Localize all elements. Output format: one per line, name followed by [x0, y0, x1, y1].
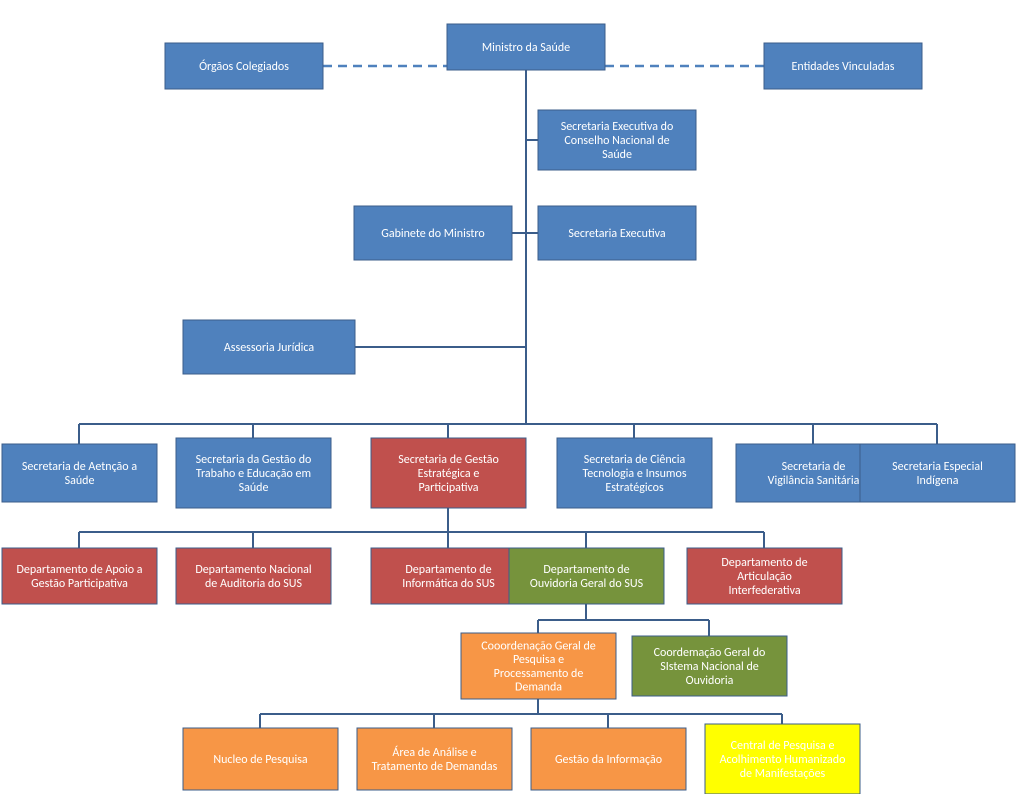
node-departic: Departamento deArticulaçãoInterfederativ…: [687, 548, 842, 604]
node-label: Gabinete do Ministro: [381, 227, 484, 241]
node-secespind: Secretaria EspecialIndígena: [860, 444, 1015, 502]
node-label: Ministro da Saúde: [482, 41, 570, 55]
node-label: Departamento deOuvidoria Geral do SUS: [530, 563, 644, 591]
node-secexconsn: Secretaria Executiva doConselho Nacional…: [538, 110, 696, 170]
node-label: Assessoria Jurídica: [224, 341, 315, 355]
org-chart: Ministro da Saúde Órgãos Colegiados Entida…: [0, 0, 1024, 794]
node-ministro: Ministro da Saúde: [447, 24, 605, 70]
node-cgouvid: Coordemação Geral doSIstema Nacional deO…: [632, 636, 787, 696]
node-cgpesq: Cooordenação Geral dePesquisa eProcessam…: [461, 633, 616, 699]
node-depapoio: Departamento de Apoio aGestão Participat…: [2, 548, 157, 604]
node-gabinete: Gabinete do Ministro: [354, 206, 512, 260]
node-areaanal: Área de Análise eTratamento de Demandas: [357, 728, 512, 790]
node-label: Departamento deInformática do SUS: [402, 563, 495, 591]
node-orgcoleg: Órgãos Colegiados: [165, 43, 323, 89]
node-secexec: Secretaria Executiva: [538, 206, 696, 260]
node-depinfo: Departamento deInformática do SUS: [371, 548, 526, 604]
edge: [512, 70, 526, 233]
edge: [526, 70, 538, 140]
node-secciencia: Secretaria de CiênciaTecnologia e Insumo…: [557, 438, 712, 508]
node-label: Gestão da Informação: [555, 753, 662, 767]
node-nucpesq: Nucleo de Pesquisa: [183, 728, 338, 790]
node-central: Central de Pesquisa eAcolhimento Humaniz…: [705, 724, 860, 794]
node-entvinc: Entidades Vinculadas: [764, 43, 922, 89]
node-label: Departamento Nacionalde Auditoria do SUS: [195, 563, 311, 591]
node-depouvid: Departamento deOuvidoria Geral do SUS: [509, 548, 664, 604]
edge: [526, 70, 538, 233]
node-label: Nucleo de Pesquisa: [213, 753, 308, 767]
node-label: Órgãos Colegiados: [199, 59, 289, 74]
node-label: Entidades Vinculadas: [792, 60, 895, 74]
node-gestinfo: Gestão da Informação: [531, 728, 686, 790]
node-secgestest: Secretaria de GestãoEstratégica ePartici…: [371, 438, 526, 508]
node-label: Departamento de Apoio aGestão Participat…: [16, 563, 142, 591]
node-assjur: Assessoria Jurídica: [183, 320, 355, 374]
node-label: Secretaria Executiva: [568, 227, 666, 241]
node-sectrabedu: Secretaria da Gestão doTrabaho e Educaçã…: [176, 438, 331, 508]
node-depaudit: Departamento Nacionalde Auditoria do SUS: [176, 548, 331, 604]
node-secatencao: Secretaria de Aetnção aSaúde: [2, 444, 157, 502]
